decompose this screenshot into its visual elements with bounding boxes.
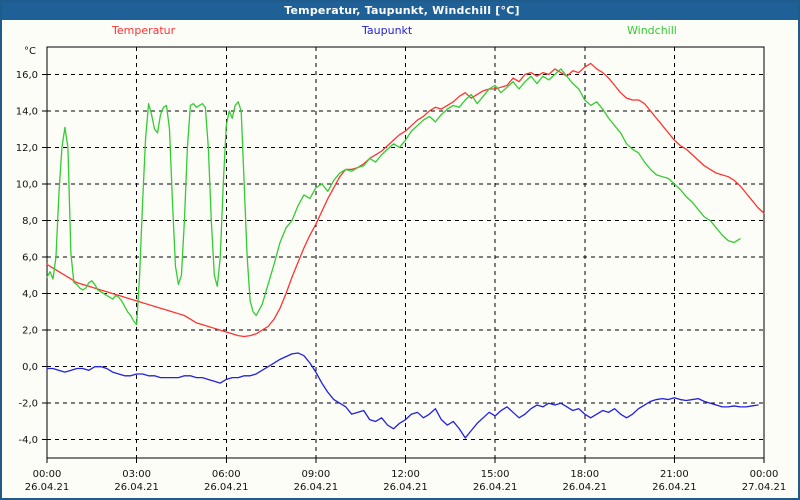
y-tick-label: -2,0: [18, 399, 38, 410]
x-tick-time-label: 18:00: [570, 469, 599, 480]
y-tick-label: 12,0: [16, 143, 38, 154]
axis-tick-marks: [42, 73, 765, 463]
x-tick-date-label: 26.04.21: [652, 482, 697, 493]
y-tick-label: 8,0: [22, 216, 38, 227]
x-tick-time-label: 00:00: [750, 469, 779, 480]
x-tick-date-label: 27.04.21: [742, 482, 787, 493]
y-axis-labels: 16,0 14,0 12,0 10,0 8,0 6,0 4,0 2,0 0,0 -2,0 -4,0: [16, 70, 38, 446]
y-tick-label: 6,0: [22, 253, 38, 264]
x-tick-date-label: 26.04.21: [114, 482, 159, 493]
x-tick-date-label: 26.04.21: [562, 482, 607, 493]
window-title: Temperatur, Taupunkt, Windchill [°C]: [2, 2, 798, 20]
y-tick-label: 10,0: [16, 180, 38, 191]
y-axis-unit: °C: [24, 46, 36, 57]
y-tick-label: 2,0: [22, 326, 38, 337]
legend-item-taupunkt: Taupunkt: [362, 24, 413, 37]
x-tick-time-label: 06:00: [212, 469, 241, 480]
x-axis-labels: 00:00 26.04.21 03:00 26.04.21 06:00 26.04.21 0…: [25, 469, 787, 493]
series-line-taupunkt: [46, 352, 759, 439]
y-tick-label: -4,0: [18, 435, 38, 446]
x-tick-date-label: 26.04.21: [204, 482, 249, 493]
x-tick-date-label: 26.04.21: [294, 482, 339, 493]
y-tick-label: 14,0: [16, 106, 38, 117]
plot-container: 16,0 14,0 12,0 10,0 8,0 6,0 4,0 2,0 0,0 -2,0 -4,0 …: [2, 40, 798, 498]
chart-legend: Temperatur Taupunkt Windchill: [2, 24, 798, 40]
x-tick-date-label: 26.04.21: [473, 482, 518, 493]
y-tick-label: 16,0: [16, 70, 38, 81]
legend-item-temperatur: Temperatur: [112, 24, 176, 37]
x-tick-date-label: 26.04.21: [383, 482, 428, 493]
legend-item-windchill: Windchill: [627, 24, 677, 37]
x-tick-time-label: 21:00: [660, 469, 689, 480]
y-tick-label: 0,0: [22, 362, 38, 373]
x-tick-time-label: 15:00: [481, 469, 510, 480]
x-tick-time-label: 00:00: [33, 469, 62, 480]
x-tick-date-label: 26.04.21: [25, 482, 70, 493]
x-tick-time-label: 12:00: [391, 469, 420, 480]
x-tick-time-label: 03:00: [122, 469, 151, 480]
series-line-temperatur: [46, 62, 765, 338]
data-series: [46, 62, 765, 439]
y-axis-unit-label: °C: [24, 46, 36, 57]
series-line-windchill: [46, 68, 741, 326]
plot-background: [47, 47, 764, 458]
weather-line-chart: 16,014,012,010,08,06,04,02,00,0-2,0-4,0 …: [16, 46, 787, 493]
y-tick-label: 4,0: [22, 289, 38, 300]
x-tick-time-label: 09:00: [301, 469, 330, 480]
